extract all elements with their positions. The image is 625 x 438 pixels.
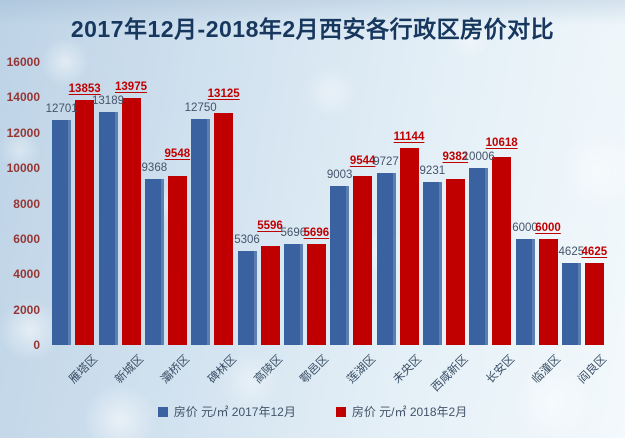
x-axis-label: 阎良区 — [576, 353, 610, 387]
bar-feb2018 — [167, 176, 187, 345]
bar-value-label-dec2017: 5696 — [280, 227, 307, 239]
x-axis-label: 高陵区 — [252, 353, 286, 387]
bar-dec2017 — [330, 186, 350, 345]
bar-value-label-feb2018: 4625 — [581, 246, 608, 258]
bar-value-label-feb2018: 13853 — [68, 83, 101, 95]
bar-dec2017 — [376, 173, 396, 345]
bar-dec2017 — [561, 263, 581, 345]
bar-feb2018 — [538, 239, 558, 345]
x-axis-label: 鄠邑区 — [298, 353, 332, 387]
bar-feb2018 — [214, 113, 234, 345]
legend-swatch-icon — [157, 406, 168, 417]
y-axis-tick-label: 14000 — [6, 90, 40, 105]
bar-feb2018 — [306, 244, 326, 345]
x-axis-label: 雁塔区 — [66, 353, 100, 387]
bar-value-label-dec2017: 4625 — [558, 246, 585, 258]
bar-value-label-dec2017: 5306 — [234, 234, 260, 246]
y-axis-tick-label: 16000 — [6, 55, 40, 69]
bar-value-label-dec2017: 9727 — [373, 156, 399, 168]
bar-value-label-dec2017: 12701 — [45, 103, 78, 115]
bar-feb2018 — [584, 263, 604, 345]
y-axis-tick-label: 4000 — [13, 267, 40, 282]
bar-feb2018 — [353, 176, 373, 345]
bar-value-label-dec2017: 12750 — [184, 102, 217, 114]
bar-value-label-dec2017: 13189 — [92, 95, 124, 107]
bar-value-label-feb2018: 9544 — [349, 155, 376, 167]
x-axis-label: 新城区 — [113, 353, 147, 387]
bar-feb2018 — [121, 98, 141, 345]
bar-dec2017 — [422, 182, 442, 345]
bar-dec2017 — [52, 120, 72, 345]
bar-value-label-feb2018: 13975 — [115, 81, 147, 93]
x-axis-label: 灞桥区 — [159, 353, 193, 387]
bar-feb2018 — [399, 148, 419, 345]
bar-value-label-dec2017: 9368 — [141, 162, 168, 174]
x-axis-label: 未央区 — [391, 353, 425, 387]
legend-label: 房价 元/㎡ 2018年2月 — [351, 405, 468, 419]
chart-title: 2017年12月-2018年2月西安各行政区房价对比 — [70, 16, 555, 42]
bar-dec2017 — [283, 244, 303, 345]
legend-swatch-icon — [335, 406, 346, 417]
bar-dec2017 — [144, 179, 164, 345]
bar-value-label-feb2018: 13125 — [207, 88, 240, 100]
bar-dec2017 — [191, 119, 211, 345]
x-axis-label: 碑林区 — [205, 353, 239, 387]
x-axis-label: 临潼区 — [530, 353, 564, 387]
bar-value-label-dec2017: 6000 — [512, 222, 538, 234]
legend: 房价 元/㎡ 2017年12月 房价 元/㎡ 2018年2月 — [0, 403, 625, 420]
bar-value-label-dec2017: 9231 — [419, 165, 446, 177]
bar-value-label-feb2018: 9548 — [164, 148, 191, 160]
y-axis-tick-label: 0 — [33, 338, 40, 352]
bar-dec2017 — [98, 112, 118, 345]
bar-feb2018 — [492, 157, 512, 345]
x-axis-label: 长安区 — [483, 353, 517, 387]
y-axis: 0 2000 4000 6000 8000 10000 12000 14000 16000 — [0, 0, 44, 438]
bar-value-label-dec2017: 9003 — [326, 169, 353, 181]
legend-item: 房价 元/㎡ 2018年2月 — [335, 403, 468, 420]
legend-label: 房价 元/㎡ 2017年12月 — [173, 405, 296, 419]
x-axis-label: 莲湖区 — [344, 353, 378, 387]
bar-dec2017 — [469, 168, 489, 345]
y-axis-tick-label: 2000 — [13, 302, 40, 317]
bar-value-label-feb2018: 10618 — [485, 137, 518, 149]
bar-dec2017 — [515, 239, 535, 345]
y-axis-tick-label: 12000 — [6, 125, 40, 140]
plot-area: 12701 13853 13189 13975 9368 9548 12750 13125 53… — [46, 62, 608, 345]
y-axis-tick-label: 8000 — [13, 196, 40, 211]
x-axis-label: 西咸新区 — [429, 353, 471, 395]
bar-feb2018 — [260, 246, 280, 345]
y-axis-tick-label: 6000 — [13, 231, 40, 246]
bar-feb2018 — [445, 179, 465, 345]
bar-value-label-feb2018: 5696 — [303, 227, 330, 239]
bar-value-label-feb2018: 5596 — [257, 220, 283, 232]
legend-item: 房价 元/㎡ 2017年12月 — [157, 403, 296, 420]
bar-feb2018 — [75, 100, 95, 345]
bar-value-label-feb2018: 11144 — [393, 131, 425, 143]
bar-value-label-dec2017: 10006 — [462, 151, 495, 163]
bar-value-label-feb2018: 9382 — [442, 151, 469, 163]
y-axis-tick-label: 10000 — [6, 161, 40, 176]
bar-value-label-feb2018: 6000 — [535, 222, 561, 234]
bar-dec2017 — [237, 251, 257, 345]
